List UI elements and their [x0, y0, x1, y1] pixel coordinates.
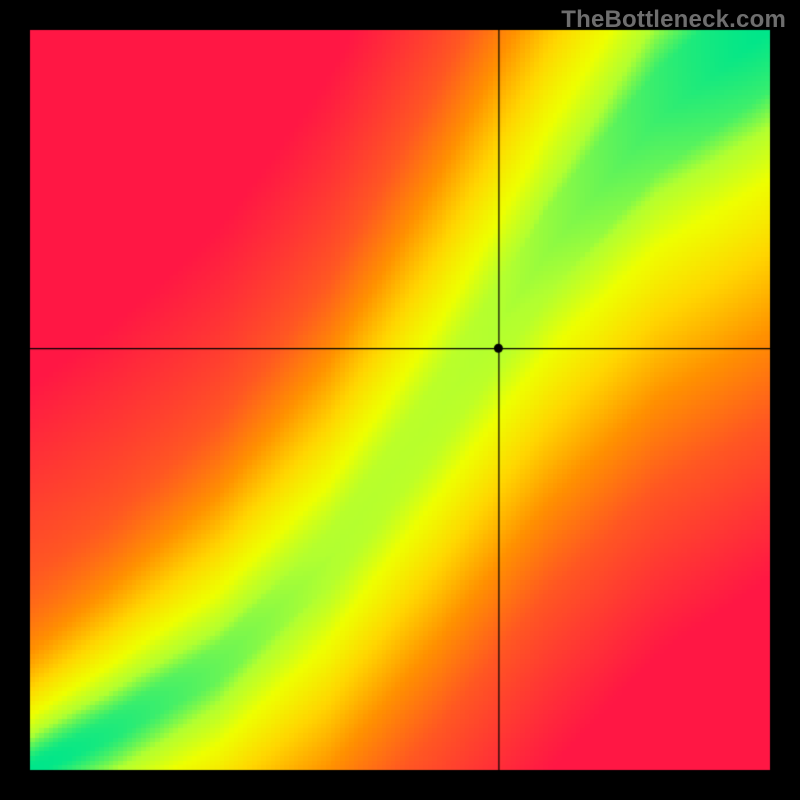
watermark-label: TheBottleneck.com — [561, 6, 786, 34]
bottleneck-heatmap — [0, 0, 800, 800]
